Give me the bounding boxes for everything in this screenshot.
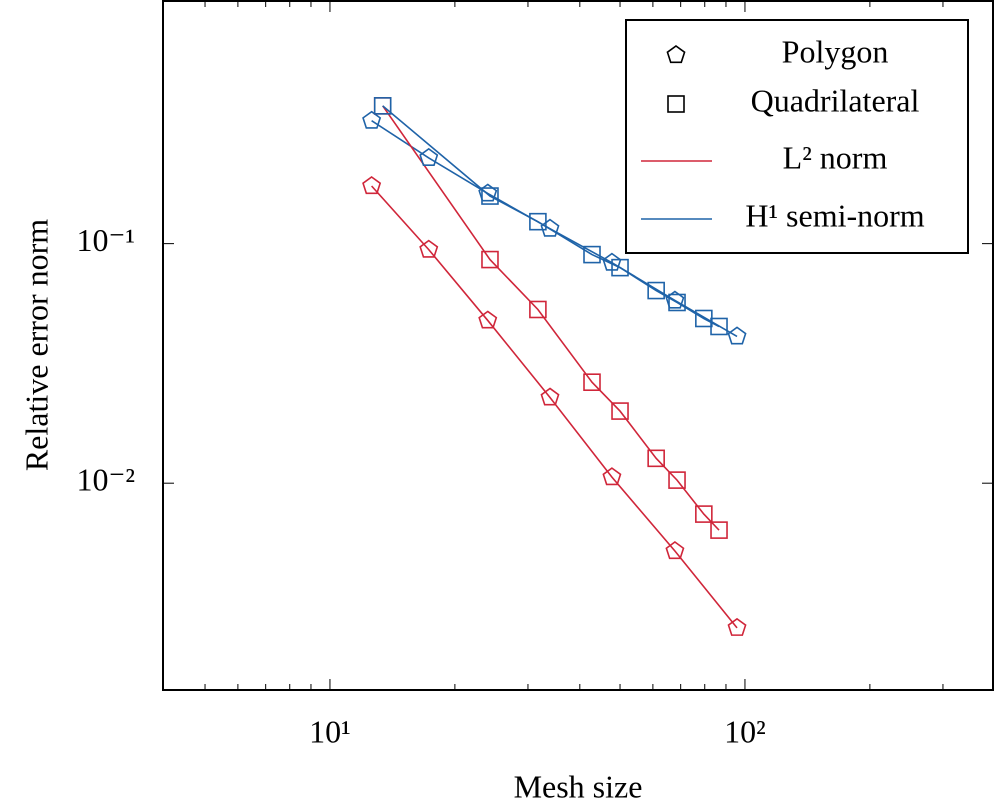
series-line (382, 105, 720, 531)
data-point (583, 373, 601, 391)
data-point (695, 505, 713, 523)
data-point (419, 147, 439, 166)
legend-box (625, 19, 969, 254)
data-point (362, 110, 382, 129)
legend-marker (667, 95, 685, 113)
y-axis-label: Relative error norm (18, 219, 54, 471)
data-point (611, 258, 629, 277)
x-axis-label: Mesh size (514, 768, 643, 804)
data-point (540, 218, 560, 237)
data-point (727, 326, 747, 345)
legend-label: Quadrilateral (751, 82, 920, 118)
x-tick-label: 10² (724, 713, 766, 749)
data-point (665, 541, 685, 560)
data-point (668, 471, 686, 489)
series-line (382, 105, 720, 328)
data-point (710, 317, 728, 336)
data-point (583, 245, 601, 264)
plot-frame (162, 0, 994, 691)
data-point (529, 212, 547, 231)
data-point (647, 449, 665, 468)
data-point (481, 187, 499, 205)
legend-label: Polygon (782, 33, 889, 69)
data-point (647, 281, 665, 300)
data-point (478, 310, 498, 329)
data-point (611, 402, 629, 420)
data-point (373, 97, 392, 115)
legend-label: L² norm (783, 139, 888, 175)
data-point (668, 293, 686, 312)
x-tick-label: 10¹ (309, 713, 351, 749)
data-point (602, 467, 622, 486)
data-point (419, 239, 439, 258)
legend-label: H¹ semi-norm (745, 197, 924, 233)
data-point (478, 183, 498, 202)
data-point (665, 290, 685, 309)
legend-marker (666, 45, 686, 64)
data-point (727, 617, 747, 636)
data-point (362, 176, 382, 195)
data-point (481, 250, 499, 269)
data-point (710, 521, 728, 539)
series-line (371, 185, 738, 629)
data-point (529, 300, 547, 319)
y-tick-label: 10⁻¹ (77, 222, 135, 258)
y-tick-label: 10⁻² (77, 462, 135, 498)
data-point (540, 387, 560, 406)
